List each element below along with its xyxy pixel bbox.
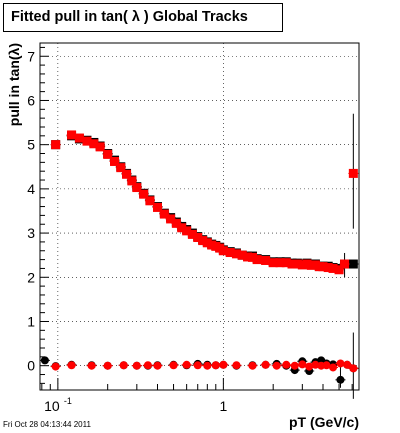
data-point-square: [182, 226, 192, 236]
data-point-circle: [153, 361, 162, 370]
data-point-circle: [119, 361, 128, 370]
data-point-square: [187, 229, 197, 239]
y-tick-label: 7: [27, 48, 35, 64]
data-point-square: [127, 176, 137, 186]
data-point-circle: [282, 360, 291, 369]
data-point-circle: [298, 360, 307, 369]
data-point-circle: [336, 359, 345, 368]
data-point-circle: [343, 360, 352, 369]
data-point-circle: [40, 356, 49, 365]
data-point-square: [318, 262, 328, 272]
data-point-square: [248, 252, 258, 262]
data-point-circle: [67, 361, 76, 370]
data-point-square: [166, 214, 176, 224]
data-point-square: [218, 246, 228, 256]
y-tick-label: 2: [27, 269, 35, 285]
data-point-square: [116, 163, 126, 173]
data-point-circle: [182, 360, 191, 369]
data-point-square: [252, 255, 262, 265]
data-point-circle: [261, 360, 270, 369]
data-point-square: [297, 260, 307, 270]
data-point-square: [132, 183, 142, 193]
data-point-circle: [103, 361, 112, 370]
data-point-square: [103, 149, 113, 159]
data-point-square: [122, 169, 132, 179]
data-point-square: [237, 250, 247, 260]
data-point-square: [287, 259, 297, 269]
data-point-square: [145, 196, 155, 206]
data-point-circle: [203, 361, 212, 370]
x-axis-label: pT (GeV/c): [289, 414, 359, 430]
data-point-square: [275, 258, 285, 268]
data-point-square: [261, 255, 271, 265]
data-point-circle: [211, 361, 220, 370]
data-point-circle: [51, 362, 60, 371]
x-tick-label: 10: [44, 398, 60, 414]
data-point-square: [193, 232, 203, 242]
data-point-square: [268, 258, 278, 268]
plot-frame: [39, 42, 360, 391]
data-point-circle: [232, 361, 241, 370]
data-point-circle: [290, 361, 299, 370]
data-point-square: [51, 140, 61, 150]
y-axis-label: pull in tan(λ): [6, 43, 22, 126]
data-point-circle: [132, 361, 141, 370]
timestamp-footer: Fri Oct 28 04:13:44 2011: [3, 420, 91, 429]
data-point-square: [334, 265, 344, 275]
data-point-square: [323, 263, 333, 273]
data-point-circle: [248, 361, 257, 370]
data-point-square: [328, 263, 338, 273]
data-point-circle: [272, 361, 281, 370]
data-point-circle: [329, 363, 338, 372]
data-point-circle: [336, 375, 345, 384]
x-tick-label: 1: [219, 398, 227, 414]
data-point-square: [171, 218, 181, 228]
data-point-square: [82, 136, 92, 146]
data-point-circle: [349, 364, 358, 373]
data-point-circle: [87, 361, 96, 370]
data-point-circle: [143, 361, 152, 370]
data-point-square: [110, 156, 120, 166]
data-point-square: [231, 249, 241, 259]
data-point-square: [198, 236, 208, 246]
data-point-square: [177, 223, 187, 233]
data-point-square: [67, 130, 77, 140]
data-point-square: [281, 258, 291, 268]
data-point-square: [348, 168, 358, 178]
data-point-square: [159, 209, 169, 219]
y-tick-label: 1: [27, 313, 35, 329]
data-point-square: [348, 259, 358, 269]
data-point-circle: [219, 360, 228, 369]
data-point-square: [153, 202, 163, 212]
data-point-square: [139, 189, 149, 199]
chart-title-box: Fitted pull in tan( λ ) Global Tracks: [3, 3, 283, 32]
data-point-square: [74, 133, 84, 143]
data-point-square: [89, 139, 99, 149]
y-tick-label: 4: [27, 181, 35, 197]
data-point-circle: [193, 361, 202, 370]
y-tick-label: 6: [27, 92, 35, 108]
data-point-square: [340, 259, 350, 269]
data-point-square: [292, 259, 302, 269]
data-point-square: [95, 142, 105, 152]
x-tick-exponent: -1: [64, 396, 72, 406]
chart-title: Fitted pull in tan( λ ) Global Tracks: [11, 9, 248, 25]
data-point-circle: [169, 361, 178, 370]
y-tick-label: 5: [27, 137, 35, 153]
y-tick-label: 0: [27, 358, 35, 374]
y-tick-label: 3: [27, 225, 35, 241]
data-point-square: [225, 248, 235, 258]
